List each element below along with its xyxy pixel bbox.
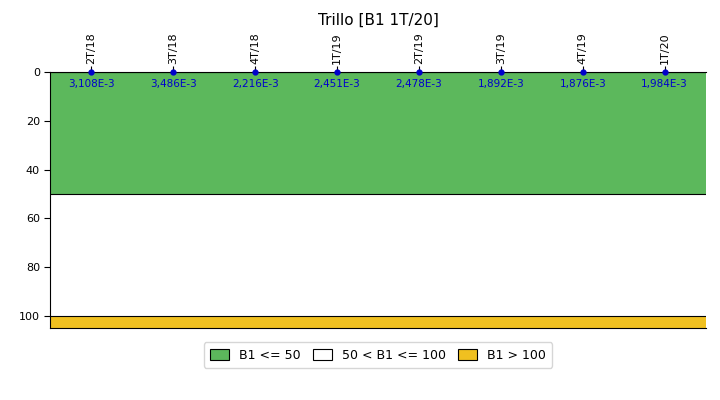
Text: 2,478E-3: 2,478E-3 (395, 79, 442, 89)
Text: 1,892E-3: 1,892E-3 (477, 79, 524, 89)
Text: 2,451E-3: 2,451E-3 (314, 79, 361, 89)
Text: 3,108E-3: 3,108E-3 (68, 79, 114, 89)
Text: 1,876E-3: 1,876E-3 (559, 79, 606, 89)
Text: 3,486E-3: 3,486E-3 (150, 79, 197, 89)
Legend: B1 <= 50, 50 < B1 <= 100, B1 > 100: B1 <= 50, 50 < B1 <= 100, B1 > 100 (204, 342, 552, 368)
Title: Trillo [B1 1T/20]: Trillo [B1 1T/20] (318, 13, 438, 28)
Text: 2,216E-3: 2,216E-3 (232, 79, 279, 89)
Text: 1,984E-3: 1,984E-3 (642, 79, 688, 89)
